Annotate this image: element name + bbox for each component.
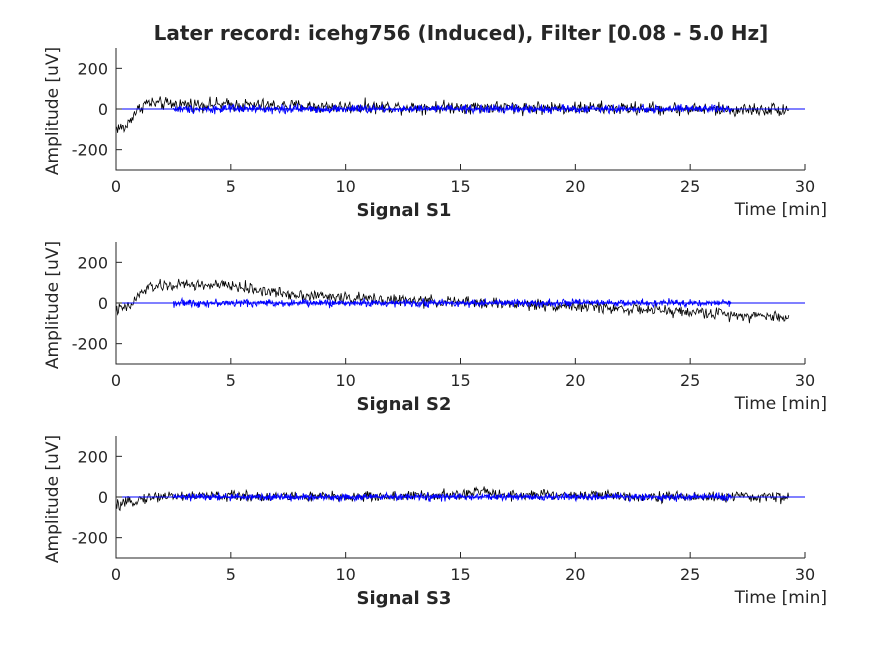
x-tick-label: 20 [565, 371, 585, 390]
x-tick-label: 30 [795, 371, 815, 390]
y-axis-label: Amplitude [uV] [43, 241, 63, 369]
x-tick-label: 20 [565, 565, 585, 584]
x-axis-label: Time [min] [734, 394, 827, 414]
x-axis-label: Time [min] [734, 588, 827, 608]
figure-title: Later record: icehg756 (Induced), Filter… [154, 21, 769, 45]
x-tick-label: 10 [335, 177, 355, 196]
x-tick-label: 30 [795, 177, 815, 196]
y-tick-label: 0 [98, 294, 108, 313]
x-tick-label: 15 [450, 371, 470, 390]
y-tick-label: 200 [77, 447, 108, 466]
x-tick-label: 25 [680, 177, 700, 196]
x-tick-label: 15 [450, 565, 470, 584]
signal-label: Signal S1 [357, 200, 452, 221]
x-tick-label: 5 [226, 177, 236, 196]
filtered-trace-s3 [173, 491, 732, 503]
x-tick-label: 5 [226, 565, 236, 584]
x-tick-label: 25 [680, 371, 700, 390]
x-tick-label: 25 [680, 565, 700, 584]
y-tick-label: 0 [98, 488, 108, 507]
x-tick-label: 15 [450, 177, 470, 196]
x-axis-label: Time [min] [734, 200, 827, 220]
y-tick-label: -200 [72, 335, 108, 354]
x-tick-label: 0 [111, 565, 121, 584]
x-tick-label: 5 [226, 371, 236, 390]
x-tick-label: 30 [795, 565, 815, 584]
y-tick-label: 200 [77, 59, 108, 78]
y-axis-label: Amplitude [uV] [43, 47, 63, 175]
signal-label: Signal S2 [357, 394, 452, 415]
x-tick-label: 10 [335, 371, 355, 390]
y-tick-label: -200 [72, 141, 108, 160]
x-tick-label: 0 [111, 177, 121, 196]
signal-label: Signal S3 [357, 588, 452, 609]
x-tick-label: 10 [335, 565, 355, 584]
signal-trace-s1 [115, 96, 790, 134]
y-tick-label: 0 [98, 100, 108, 119]
signal-trace-s3 [115, 486, 790, 512]
y-tick-label: -200 [72, 529, 108, 548]
filtered-trace-s2 [172, 296, 732, 309]
y-tick-label: 200 [77, 253, 108, 272]
x-tick-label: 0 [111, 371, 121, 390]
y-axis-label: Amplitude [uV] [43, 435, 63, 563]
x-tick-label: 20 [565, 177, 585, 196]
